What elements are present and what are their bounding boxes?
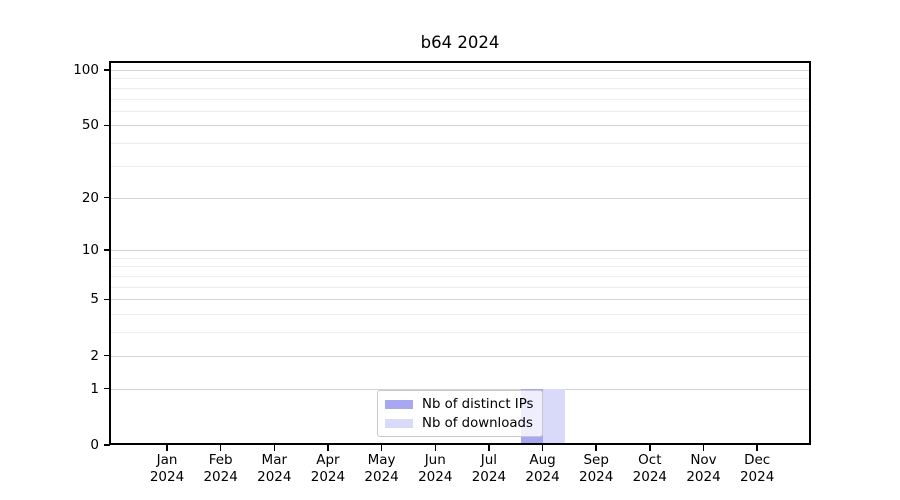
x-tick-mark (541, 445, 544, 451)
x-tick-label-year: 2024 (418, 469, 453, 485)
x-tick-label-year: 2024 (364, 469, 399, 485)
x-tick-label-month: Dec (744, 452, 771, 468)
gridline-major (111, 299, 809, 301)
y-tick-label: 5 (90, 291, 99, 308)
x-tick-label-month: Apr (316, 452, 340, 468)
y-tick-mark (104, 444, 110, 446)
x-tick-label-month: May (367, 452, 396, 468)
x-tick-mark (649, 445, 651, 451)
gridline-major (111, 355, 809, 357)
y-tick-mark (104, 249, 110, 251)
y-tick-mark (104, 387, 110, 390)
x-tick-label-year: 2024 (471, 469, 507, 485)
x-tick-label-month: Feb (208, 452, 233, 468)
x-tick-mark (380, 445, 383, 451)
x-tick-label-year: 2024 (310, 469, 346, 485)
gridline-minor (111, 78, 809, 80)
x-tick-label-month: Sep (583, 452, 609, 468)
gridline-major (111, 197, 809, 199)
y-tick-mark (104, 354, 110, 357)
y-tick-label: 100 (73, 61, 99, 78)
legend-swatch-downloads (385, 418, 413, 429)
x-tick-mark (327, 445, 329, 451)
x-tick-mark (273, 445, 276, 451)
x-tick-label-year: 2024 (739, 469, 775, 485)
x-tick-label-month: Jul (480, 452, 498, 468)
legend: Nb of distinct IPs Nb of downloads (377, 390, 543, 437)
legend-label-distinct-ips: Nb of distinct IPs (422, 397, 534, 412)
legend-item-downloads: Nb of downloads (385, 414, 542, 433)
gridline-minor (111, 314, 809, 316)
gridline-major (111, 250, 809, 252)
gridline-minor (111, 87, 809, 89)
x-tick-label-month: Nov (690, 452, 717, 468)
x-tick-mark (756, 445, 758, 451)
x-tick-label-month: Mar (261, 452, 288, 468)
y-tick-mark (104, 298, 110, 301)
x-tick-label-year: 2024 (203, 469, 238, 485)
x-tick-label-month: Aug (529, 452, 556, 468)
x-tick-label-month: Jun (424, 452, 446, 468)
y-tick-mark (104, 124, 110, 127)
gridline-major (111, 69, 809, 71)
gridline-minor (111, 286, 809, 288)
x-tick-label-year: 2024 (632, 469, 668, 485)
y-tick-mark (104, 196, 110, 199)
x-tick-label-year: 2024 (257, 469, 292, 485)
x-tick-label-month: Oct (638, 452, 662, 468)
x-tick-label-year: 2024 (149, 469, 185, 485)
gridline-minor (111, 110, 809, 112)
y-tick-label: 0 (90, 437, 99, 453)
y-tick-mark (104, 69, 110, 71)
x-tick-label-year: 2024 (686, 469, 721, 485)
x-tick-mark (434, 445, 436, 451)
x-tick-label-year: 2024 (579, 469, 614, 485)
legend-item-distinct-ips: Nb of distinct IPs (385, 395, 542, 414)
y-tick-label: 20 (81, 189, 99, 206)
legend-label-downloads: Nb of downloads (422, 416, 533, 431)
x-tick-mark (595, 445, 597, 451)
legend-swatch-distinct-ips (385, 399, 413, 410)
gridline-minor (111, 257, 809, 259)
gridline-major (111, 125, 809, 127)
x-tick-label-month: Jan (156, 452, 178, 468)
gridline-minor (111, 266, 809, 268)
x-tick-mark (166, 445, 168, 451)
gridline-minor (111, 143, 809, 145)
y-tick-label: 2 (90, 347, 99, 364)
x-tick-label-year: 2024 (525, 469, 560, 485)
x-tick-mark (702, 445, 705, 451)
x-tick-mark (219, 445, 222, 451)
y-tick-label: 1 (90, 380, 99, 397)
y-tick-label: 50 (81, 117, 99, 134)
gridline-minor (111, 332, 809, 334)
chart-title: b64 2024 (420, 33, 500, 52)
gridline-minor (111, 98, 809, 100)
gridline-major (111, 388, 809, 390)
gridline-minor (111, 165, 809, 167)
x-tick-mark (488, 445, 490, 451)
bar-downloads (542, 388, 565, 443)
y-tick-label: 10 (81, 242, 99, 259)
gridline-minor (111, 276, 809, 278)
plot-area (109, 61, 811, 445)
